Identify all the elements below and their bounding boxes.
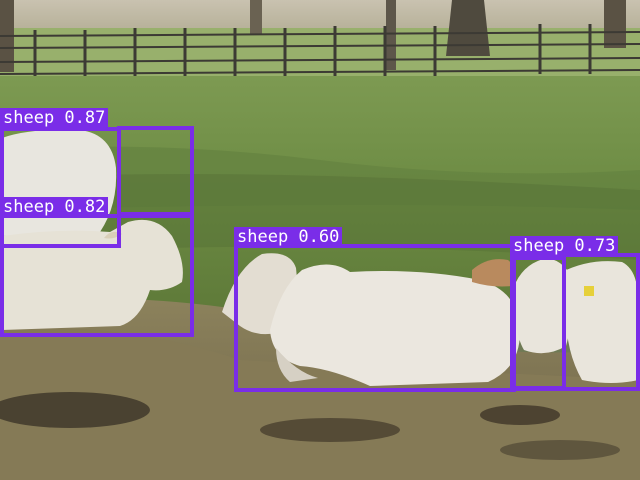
mud-patch: [0, 392, 150, 428]
mud-patch: [500, 440, 620, 460]
detection-box-inner: [510, 256, 566, 390]
tree-trunk: [446, 0, 490, 56]
detection-box: [0, 214, 194, 337]
cow: [472, 259, 516, 287]
mud-patch: [480, 405, 560, 425]
detection-label: sheep 0.82: [0, 197, 109, 217]
detection-box: [234, 244, 516, 392]
tree-trunk: [386, 0, 396, 70]
detection-label: sheep 0.60: [234, 227, 343, 247]
fence: [0, 31, 640, 75]
detection-label: sheep 0.87: [0, 108, 109, 128]
cow: [515, 258, 638, 383]
tree-trunk: [604, 0, 626, 48]
detection-box-extension: [117, 126, 194, 216]
mud-patch: [260, 418, 400, 442]
fence-posts: [33, 24, 592, 80]
detection-label: sheep 0.73: [510, 236, 619, 256]
cow: [270, 264, 520, 386]
tree-trunk: [250, 0, 262, 34]
ear-tag: [584, 286, 594, 296]
